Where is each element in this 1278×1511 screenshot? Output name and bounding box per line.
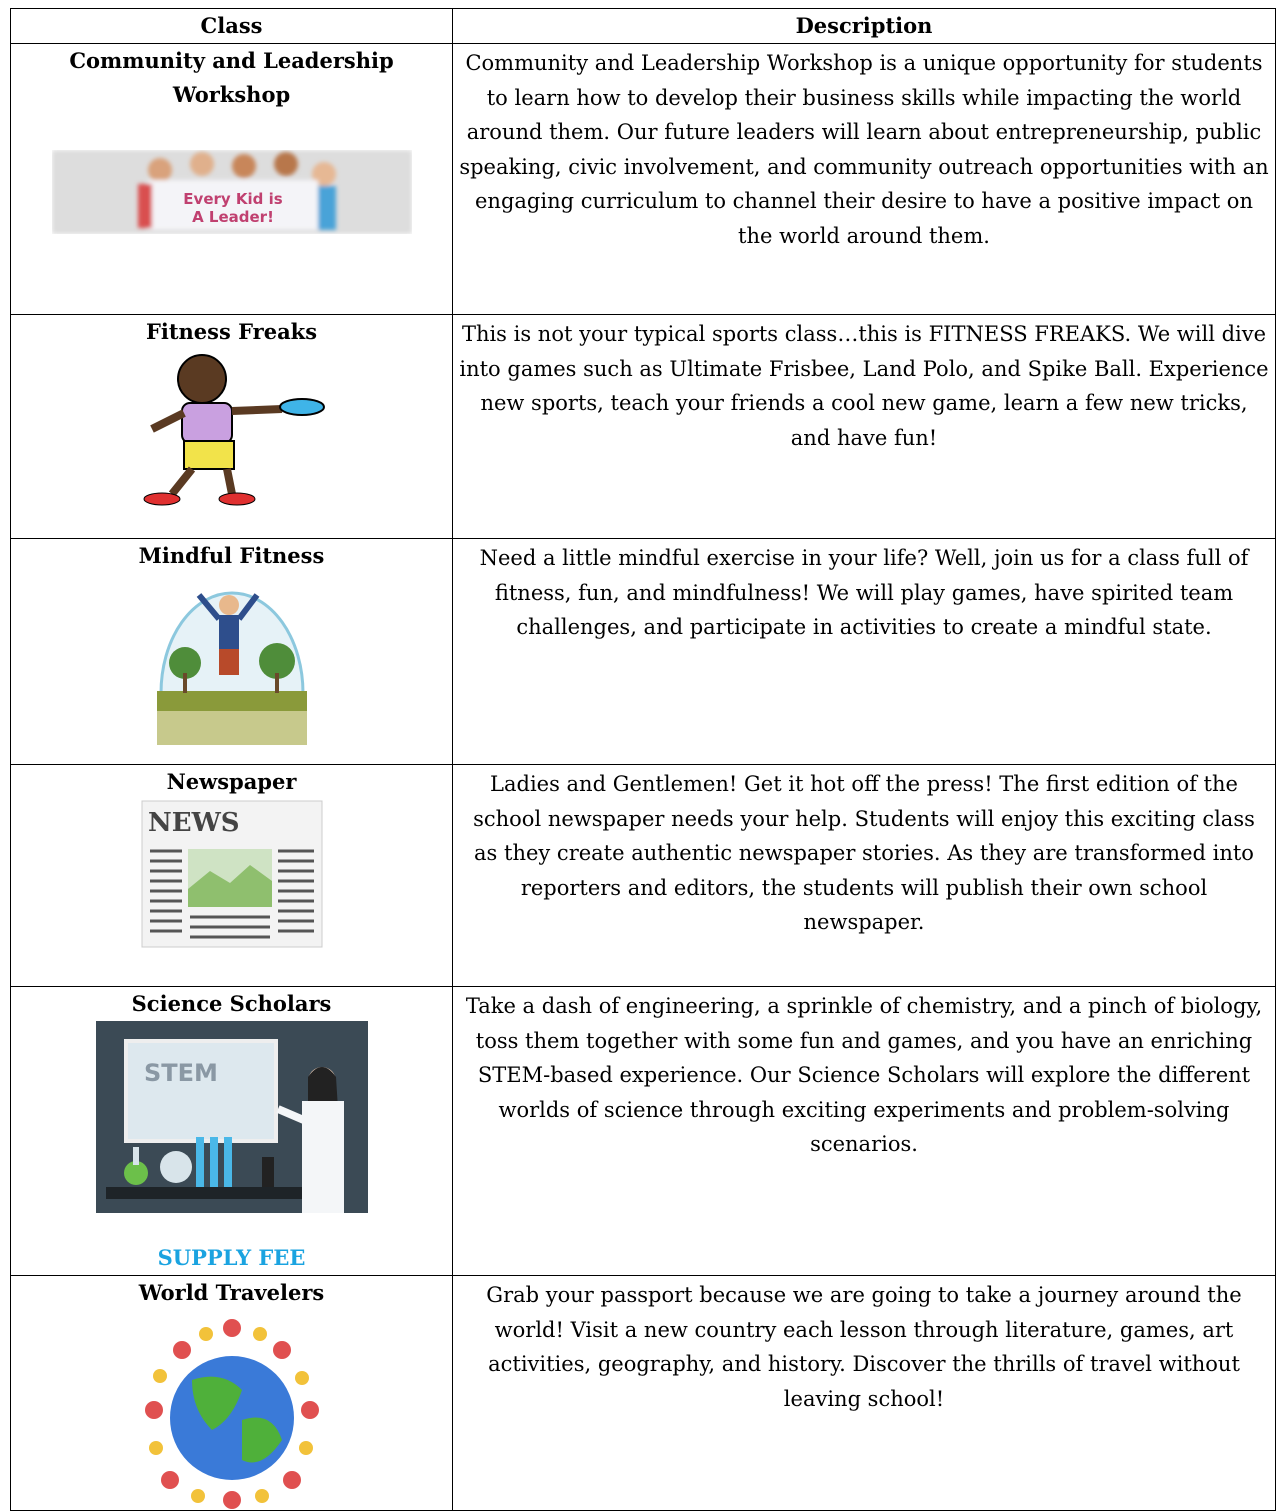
description-cell: Grab your passport because we are going … [452, 1275, 1276, 1511]
class-table: Class Description Community and Leadersh… [10, 8, 1276, 1511]
class-cell: Fitness Freaks [10, 314, 453, 539]
class-name: Fitness Freaks [145, 319, 318, 344]
table-row: World Travelers Grab your passport becau… [10, 1275, 1276, 1511]
description-cell: Ladies and Gentlemen! Get it hot off the… [452, 764, 1276, 987]
class-name: Community and Leadership Workshop [69, 48, 394, 107]
supply-fee-note: SUPPLY FEE [157, 1245, 306, 1270]
class-name: World Travelers [138, 1280, 325, 1305]
table-row: Science Scholars STEM SUPPLY FEE Take a … [10, 986, 1276, 1276]
illustration: STEM [95, 1021, 368, 1213]
class-cell: Science Scholars STEM SUPPLY FEE [10, 986, 453, 1276]
illustration: NEWS [141, 800, 322, 948]
image-text: A Leader! [192, 208, 274, 226]
class-name: Mindful Fitness [138, 543, 325, 568]
table-row: Mindful Fitness Need a little mindful ex… [10, 538, 1276, 765]
class-name: Newspaper [166, 769, 297, 794]
class-cell: Newspaper NEWS [10, 764, 453, 987]
header-row: Class Description [10, 8, 1276, 44]
table-row: Community and Leadership Workshop Every … [10, 43, 1276, 315]
illustration [144, 1319, 319, 1509]
image-text: NEWS [148, 808, 240, 838]
class-cell: World Travelers [10, 1275, 453, 1511]
class-cell: Mindful Fitness [10, 538, 453, 765]
description-cell: Take a dash of engineering, a sprinkle o… [452, 986, 1276, 1276]
table-row: Fitness Freaks This is not your typical … [10, 314, 1276, 539]
class-name: Science Scholars [131, 991, 332, 1016]
illustration: Every Kid is A Leader! [51, 150, 412, 234]
table-row: Newspaper NEWS Ladies and Gentlemen! Get… [10, 764, 1276, 987]
illustration [156, 591, 307, 745]
illustration [143, 354, 325, 506]
description-cell: Community and Leadership Workshop is a u… [452, 43, 1276, 315]
description-cell: Need a little mindful exercise in your l… [452, 538, 1276, 765]
description-cell: This is not your typical sports class…th… [452, 314, 1276, 539]
image-text: STEM [144, 1059, 218, 1087]
column-header: Class [10, 8, 453, 44]
class-cell: Community and Leadership Workshop Every … [10, 43, 453, 315]
image-text: Every Kid is [183, 190, 282, 208]
column-header: Description [452, 8, 1276, 44]
